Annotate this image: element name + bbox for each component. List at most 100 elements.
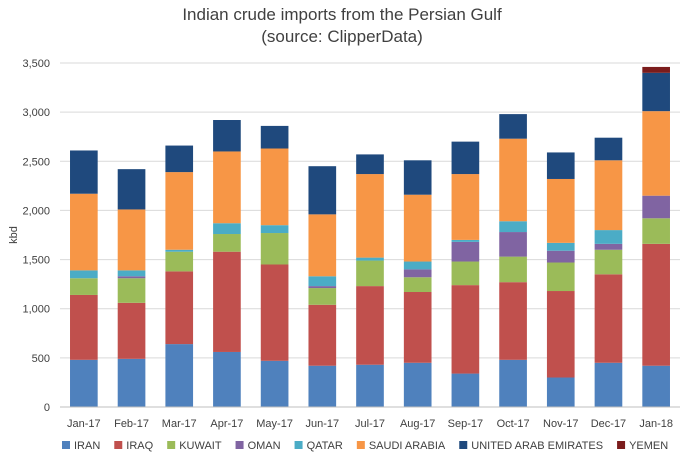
legend-label: QATAR: [307, 440, 343, 452]
bar-segment-iran: [403, 362, 432, 407]
bar-segment-saudi-arabia: [308, 214, 337, 277]
bar-segment-kuwait: [213, 234, 241, 252]
bar-segment-iran: [213, 351, 241, 407]
bar-segment-iraq: [165, 271, 194, 345]
legend-label: KUWAIT: [179, 440, 222, 452]
legend-swatch: [235, 441, 244, 449]
x-tick-label: May-17: [256, 418, 293, 430]
bar-segment-qatar: [403, 261, 432, 270]
bar-segment-kuwait: [117, 278, 146, 303]
bar-segment-kuwait: [451, 261, 480, 286]
bar-segment-saudi-arabia: [546, 178, 575, 243]
x-tick-label: Jan-18: [639, 418, 673, 430]
bar-segment-iran: [451, 373, 480, 407]
bar-segment-iraq: [70, 294, 98, 360]
bar-segment-oman: [403, 269, 432, 278]
x-tick-label: Sep-17: [448, 418, 483, 430]
bar-segment-qatar: [451, 239, 480, 242]
bar-segment-qatar: [499, 221, 527, 233]
bar-segment-oman: [594, 243, 623, 250]
bar-segment-united-arab-emirates: [308, 166, 337, 215]
bar-segment-kuwait: [546, 262, 575, 292]
bar-segment-oman: [451, 241, 480, 262]
bar-segment-kuwait: [642, 218, 670, 244]
x-axis-ticks: Jan-17 Feb-17 Mar-17 Apr-17 May-17 Jun-17 Jul-…: [67, 418, 673, 430]
bar-segment-oman: [499, 232, 527, 257]
bar-segment-qatar: [117, 270, 146, 277]
y-tick-label: 0: [44, 402, 50, 414]
bar-segment-qatar: [594, 230, 623, 244]
bar-segment-kuwait: [70, 278, 98, 295]
x-tick-label: Jul-17: [355, 418, 385, 430]
legend-swatch: [167, 441, 176, 449]
bar-segment-qatar: [356, 257, 384, 261]
y-tick-label: 1,000: [22, 304, 50, 316]
bar-segment-qatar: [546, 242, 575, 251]
x-tick-label: Jan-17: [67, 418, 101, 430]
y-tick-label: 3,000: [22, 107, 50, 119]
legend-swatch: [294, 441, 303, 449]
bar-segment-united-arab-emirates: [546, 152, 575, 179]
bars: [70, 66, 670, 407]
bar-segment-united-arab-emirates: [403, 160, 432, 195]
bar-segment-qatar: [165, 249, 194, 252]
bar-segment-saudi-arabia: [356, 174, 384, 258]
bar-segment-iran: [70, 359, 98, 407]
x-tick-label: Apr-17: [210, 418, 243, 430]
x-tick-label: Feb-17: [114, 418, 149, 430]
legend: IRAN IRAQ KUWAIT OMAN QATAR SAUDI ARABIA UNITE…: [62, 440, 668, 452]
legend-label: IRAQ: [126, 440, 153, 452]
bar-segment-iraq: [403, 292, 432, 363]
chart-title: Indian crude imports from the Persian Gu…: [182, 5, 502, 24]
bar-segment-kuwait: [403, 277, 432, 293]
bar-segment-saudi-arabia: [70, 193, 98, 271]
bar-segment-united-arab-emirates: [165, 145, 194, 173]
y-tick-label: 2,500: [22, 156, 50, 168]
bar-segment-iraq: [356, 286, 384, 365]
x-tick-label: Mar-17: [162, 418, 197, 430]
legend-swatch: [459, 441, 468, 449]
bar-segment-iran: [308, 365, 337, 407]
bar-segment-united-arab-emirates: [117, 169, 146, 210]
legend-label: IRAN: [74, 440, 100, 452]
bar-segment-yemen: [642, 66, 670, 73]
bar-segment-kuwait: [356, 260, 384, 287]
y-tick-label: 3,500: [22, 58, 50, 70]
bar-segment-kuwait: [260, 233, 289, 265]
bar-segment-kuwait: [594, 249, 623, 275]
bar-segment-oman: [117, 276, 146, 279]
bar-segment-iraq: [451, 285, 480, 374]
bar-segment-saudi-arabia: [117, 209, 146, 271]
bar-segment-iraq: [117, 302, 146, 359]
legend-label: UNITED ARAB EMIRATES: [471, 440, 603, 452]
bar-segment-united-arab-emirates: [642, 72, 670, 112]
bar-segment-qatar: [70, 270, 98, 279]
bar-segment-saudi-arabia: [451, 174, 480, 240]
legend-swatch: [356, 441, 365, 449]
x-tick-label: Nov-17: [543, 418, 578, 430]
bar-segment-united-arab-emirates: [594, 137, 623, 161]
y-axis-label: kbd: [8, 226, 20, 244]
x-tick-label: Oct-17: [497, 418, 530, 430]
bar-segment-iraq: [594, 274, 623, 363]
bar-segment-saudi-arabia: [594, 160, 623, 231]
y-tick-label: 500: [32, 353, 50, 365]
bar-segment-iraq: [499, 282, 527, 360]
bar-segment-saudi-arabia: [403, 194, 432, 262]
bar-segment-kuwait: [165, 251, 194, 272]
bar-segment-united-arab-emirates: [356, 154, 384, 175]
bar-segment-iraq: [642, 243, 670, 366]
legend-swatch: [617, 441, 626, 449]
legend-label: SAUDI ARABIA: [369, 440, 446, 452]
legend-swatch: [62, 441, 70, 449]
bar-segment-united-arab-emirates: [213, 120, 241, 152]
x-tick-label: Aug-17: [400, 418, 435, 430]
bar-segment-united-arab-emirates: [451, 141, 480, 175]
bar-segment-iran: [356, 364, 384, 407]
bar-segment-united-arab-emirates: [499, 114, 527, 139]
bar-segment-oman: [546, 250, 575, 263]
x-tick-label: Jun-17: [305, 418, 339, 430]
bar-segment-qatar: [260, 225, 289, 234]
